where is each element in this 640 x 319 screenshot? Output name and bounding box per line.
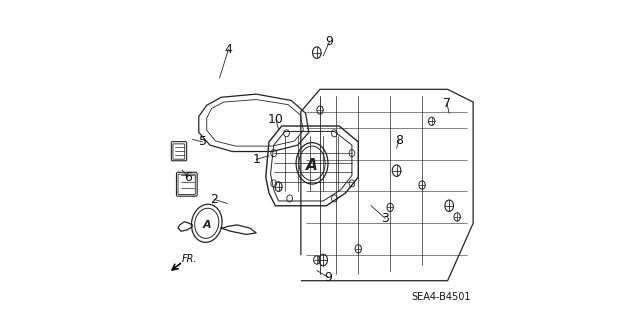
Text: 6: 6 [184, 171, 192, 183]
Text: 5: 5 [198, 136, 207, 148]
Text: 9: 9 [324, 271, 333, 284]
Text: 4: 4 [225, 43, 232, 56]
Text: 3: 3 [381, 212, 389, 225]
Text: FR.: FR. [182, 254, 198, 264]
Text: 10: 10 [268, 113, 284, 126]
Text: 2: 2 [210, 193, 218, 206]
Text: 7: 7 [443, 97, 451, 110]
Text: 8: 8 [395, 134, 403, 147]
Text: A: A [202, 220, 211, 230]
Text: A: A [306, 158, 318, 173]
Text: 1: 1 [252, 153, 260, 166]
Text: 9: 9 [326, 35, 333, 48]
Text: SEA4-B4501: SEA4-B4501 [412, 292, 471, 302]
